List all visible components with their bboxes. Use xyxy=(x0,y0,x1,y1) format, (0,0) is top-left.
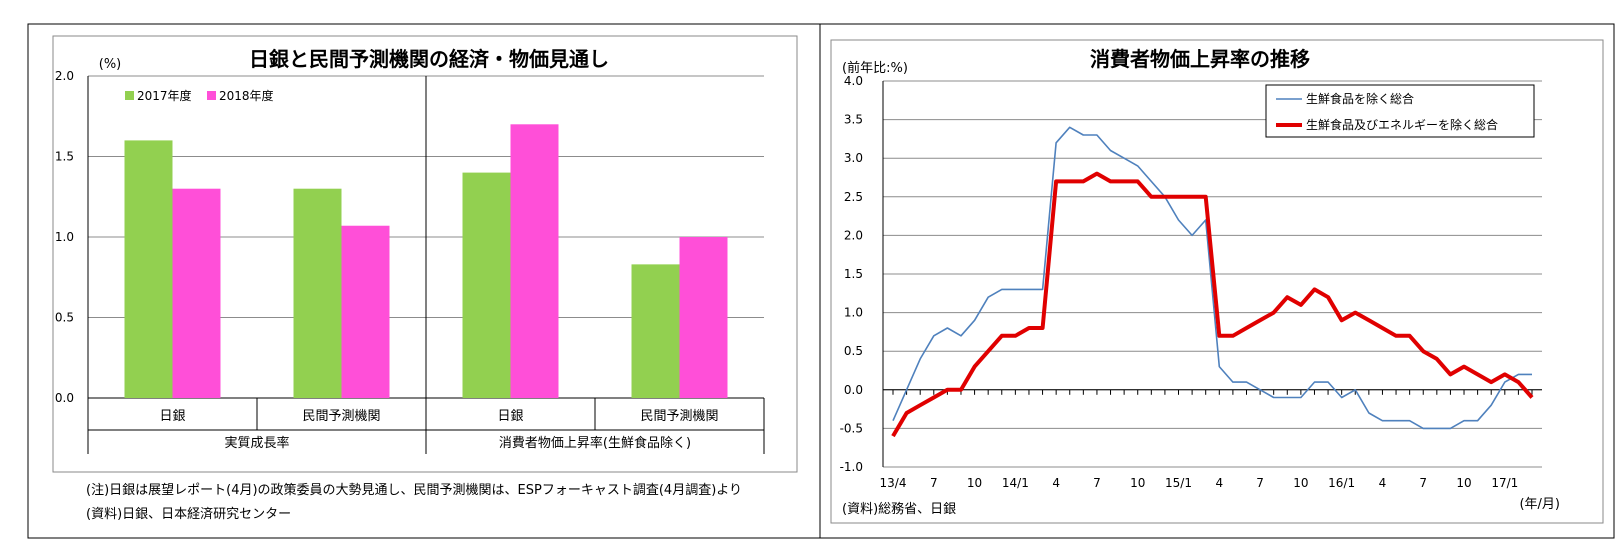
right-chart-title: 消費者物価上昇率の推移 xyxy=(1090,47,1310,71)
left-bar xyxy=(462,172,511,398)
left-category-label: 日銀 xyxy=(159,409,185,424)
left-chart-ylabel: (%) xyxy=(99,57,122,72)
left-chart-title: 日銀と民間予測機関の経済・物価見通し xyxy=(249,47,609,71)
right-x-tick-label: 10 xyxy=(1130,476,1145,490)
right-x-tick-label: 10 xyxy=(967,476,982,490)
right-x-tick-label: 15/1 xyxy=(1165,476,1192,490)
left-y-tick-label: 0.5 xyxy=(55,311,74,325)
right-y-tick-labels: -1.0 -0.5 0.0 0.5 1.0 1.5 2.0 2.5 3.0 3.5 4.0 xyxy=(840,74,863,474)
left-group-label: 消費者物価上昇率(生鮮食品除く) xyxy=(499,435,691,451)
left-bar xyxy=(510,124,559,399)
right-series-line xyxy=(892,126,1532,430)
left-bar xyxy=(679,237,728,398)
right-y-tick-label: 0.0 xyxy=(844,383,863,397)
left-group-label: 実質成長率 xyxy=(224,435,289,451)
right-y-tick-label: 1.5 xyxy=(844,267,863,281)
right-chart-ylabel: (前年比:%) xyxy=(842,60,908,76)
left-y-tick-label: 2.0 xyxy=(55,69,74,83)
left-bar xyxy=(124,140,173,398)
right-chart-border xyxy=(830,39,1604,524)
left-y-tick-labels: 0.0 0.5 1.0 1.5 2.0 xyxy=(55,69,74,405)
left-bar xyxy=(172,188,221,398)
right-x-tick-label: 16/1 xyxy=(1328,476,1355,490)
left-bar xyxy=(631,264,680,398)
right-y-tick-label: 3.5 xyxy=(844,113,863,127)
right-y-tick-label: 3.0 xyxy=(844,151,863,165)
right-x-tick-label: 7 xyxy=(1419,476,1427,490)
left-source: (資料)日銀、日本経済研究センター xyxy=(86,506,291,522)
left-bars xyxy=(124,124,728,399)
right-x-tick-label: 7 xyxy=(930,476,938,490)
left-bar xyxy=(293,188,342,398)
right-legend-box xyxy=(1265,84,1535,138)
left-category-label: 民間予測機関 xyxy=(640,409,718,424)
right-x-tick-label: 10 xyxy=(1293,476,1308,490)
left-category-label: 日銀 xyxy=(497,409,523,424)
right-x-tick-label: 4 xyxy=(1052,476,1060,490)
right-x-tick-label: 7 xyxy=(1093,476,1101,490)
left-note: (注)日銀は展望レポート(4月)の政策委員の大勢見通し、民間予測機関は、ESPフ… xyxy=(86,482,742,498)
right-x-tick-label: 4 xyxy=(1379,476,1387,490)
left-legend-label: 2017年度 xyxy=(137,88,192,103)
right-series-line xyxy=(891,171,1534,438)
right-legend-label: 生鮮食品及びエネルギーを除く総合 xyxy=(1306,117,1498,132)
left-y-tick-label: 1.5 xyxy=(55,150,74,164)
left-chart-border xyxy=(52,35,798,473)
right-x-tick-label: 17/1 xyxy=(1491,476,1518,490)
right-y-tick-label: 2.5 xyxy=(844,190,863,204)
right-y-tick-label: -0.5 xyxy=(840,421,863,435)
right-x-tick-label: 14/1 xyxy=(1002,476,1029,490)
right-legend-label: 生鮮食品を除く総合 xyxy=(1306,91,1414,106)
left-y-tick-label: 0.0 xyxy=(55,391,74,405)
right-y-tick-label: 4.0 xyxy=(844,74,863,88)
left-bar xyxy=(341,225,390,398)
right-source: (資料)総務省、日銀 xyxy=(842,502,956,517)
left-legend: 2017年度 2018年度 xyxy=(125,88,274,103)
right-gridlines xyxy=(882,80,1542,468)
right-y-tick-label: 1.0 xyxy=(844,306,863,320)
left-chart-panel: 日銀と民間予測機関の経済・物価見通し (%) 0.0 0.5 1.0 1.5 2.0 2… xyxy=(52,35,798,522)
right-x-unit: (年/月) xyxy=(1519,497,1560,512)
left-legend-swatch xyxy=(207,91,216,100)
right-chart-panel: 消費者物価上昇率の推移 (前年比:%) -1.0 -0.5 0.0 0.5 1.0 1.5… xyxy=(830,39,1604,524)
right-y-tick-label: 0.5 xyxy=(844,344,863,358)
right-series-lines xyxy=(891,126,1534,438)
right-x-tick-label: 4 xyxy=(1215,476,1223,490)
left-category-label: 民間予測機関 xyxy=(302,409,380,424)
left-legend-label: 2018年度 xyxy=(219,88,274,103)
right-y-tick-label: 2.0 xyxy=(844,228,863,242)
left-y-tick-label: 1.0 xyxy=(55,230,74,244)
left-legend-swatch xyxy=(125,91,134,100)
right-x-tick-label: 13/4 xyxy=(880,476,907,490)
right-x-tick-label: 10 xyxy=(1456,476,1471,490)
right-x-tick-label: 7 xyxy=(1256,476,1264,490)
right-y-tick-label: -1.0 xyxy=(840,460,863,474)
right-x-tick-labels: 13/4 7 10 14/1 4 7 10 15/1 4 7 10 16/1 4 7 10 17/1 xyxy=(880,476,1519,490)
